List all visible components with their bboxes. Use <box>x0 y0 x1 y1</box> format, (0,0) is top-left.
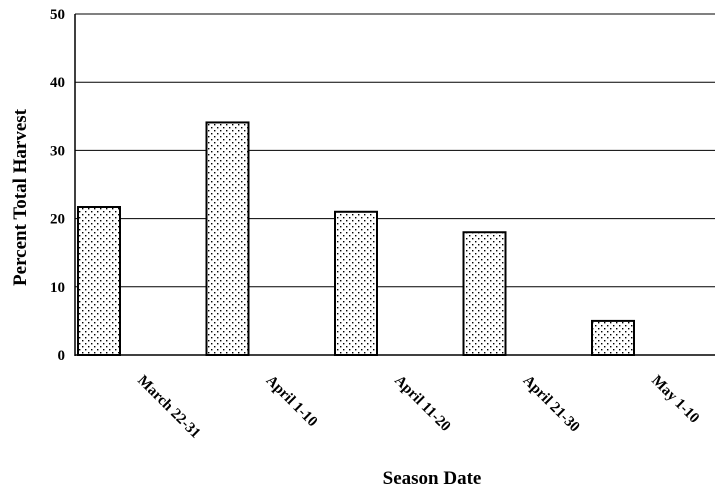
x-tick-labels: March 22-31 April 1-10 April 11-20 April 21… <box>134 373 702 442</box>
axes <box>74 14 715 356</box>
y-tick-label: 10 <box>50 280 65 296</box>
x-tick-label: April 11-20 <box>391 373 453 435</box>
x-tick-label: March 22-31 <box>134 373 203 442</box>
bar <box>591 319 635 356</box>
bar <box>77 206 121 356</box>
x-tick-label: April 21-30 <box>520 373 583 436</box>
bar <box>462 231 507 357</box>
bar <box>205 121 250 356</box>
y-tick-label: 20 <box>50 212 65 228</box>
bar <box>334 210 378 356</box>
y-tick-labels: 0 10 20 30 40 50 <box>50 7 65 364</box>
y-tick-label: 0 <box>58 348 66 364</box>
x-axis-title: Season Date <box>383 468 482 489</box>
x-tick-label: May 1-10 <box>648 373 702 427</box>
y-tick-label: 30 <box>50 143 65 159</box>
grid-lines <box>75 13 715 288</box>
bars <box>77 121 635 357</box>
x-tick-label: April 1-10 <box>263 373 321 431</box>
y-tick-label: 40 <box>50 75 65 91</box>
y-axis-title: Percent Total Harvest <box>10 108 31 286</box>
y-tick-label: 50 <box>50 7 65 23</box>
